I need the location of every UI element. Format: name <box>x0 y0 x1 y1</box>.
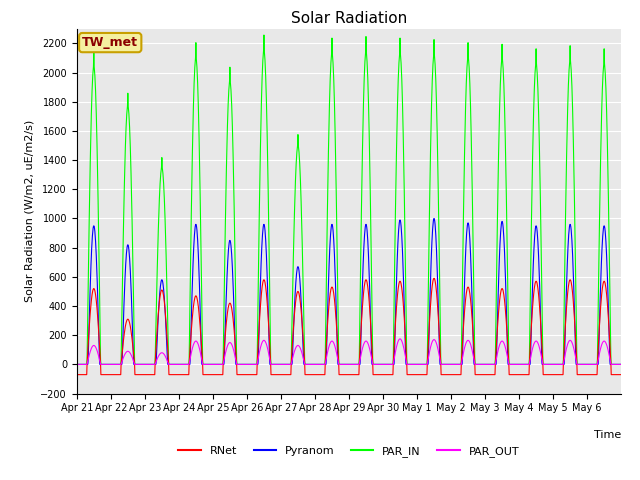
PAR_IN <box>617 361 625 367</box>
PAR_IN <box>324 149 332 155</box>
Title: Solar Radiation: Solar Radiation <box>291 11 407 26</box>
Pyranom <box>557 361 564 367</box>
Text: TW_met: TW_met <box>82 36 138 49</box>
PAR_OUT <box>557 361 564 367</box>
PAR_OUT <box>610 361 618 367</box>
PAR_IN <box>557 361 564 367</box>
PAR_OUT <box>158 350 166 356</box>
Line: PAR_OUT: PAR_OUT <box>77 339 621 364</box>
Legend: RNet, Pyranom, PAR_IN, PAR_OUT: RNet, Pyranom, PAR_IN, PAR_OUT <box>174 441 524 461</box>
Text: Time: Time <box>593 430 621 440</box>
PAR_IN <box>477 361 485 367</box>
Y-axis label: Solar Radiation (W/m2, uE/m2/s): Solar Radiation (W/m2, uE/m2/s) <box>25 120 35 302</box>
RNet <box>73 372 81 377</box>
RNet <box>617 372 625 377</box>
PAR_OUT <box>477 361 485 367</box>
RNet <box>430 276 438 281</box>
RNet <box>477 372 485 377</box>
PAR_IN <box>73 361 81 367</box>
Pyranom <box>73 361 81 367</box>
PAR_IN <box>158 155 166 160</box>
PAR_OUT <box>73 361 81 367</box>
PAR_OUT <box>324 347 332 353</box>
Pyranom <box>430 216 438 221</box>
RNet <box>610 372 618 377</box>
Pyranom <box>477 361 485 367</box>
PAR_IN <box>610 361 618 367</box>
RNet <box>335 354 342 360</box>
PAR_OUT <box>335 359 342 365</box>
RNet <box>158 287 166 293</box>
Pyranom <box>617 361 625 367</box>
PAR_IN <box>260 32 268 38</box>
RNet <box>557 372 564 377</box>
Pyranom <box>335 361 342 367</box>
Line: PAR_IN: PAR_IN <box>77 35 621 364</box>
Pyranom <box>610 361 618 367</box>
Pyranom <box>158 277 166 283</box>
Line: Pyranom: Pyranom <box>77 218 621 364</box>
RNet <box>324 313 332 319</box>
PAR_IN <box>335 357 342 362</box>
PAR_OUT <box>617 361 625 367</box>
Pyranom <box>324 293 332 299</box>
Line: RNet: RNet <box>77 278 621 374</box>
PAR_OUT <box>396 336 404 342</box>
